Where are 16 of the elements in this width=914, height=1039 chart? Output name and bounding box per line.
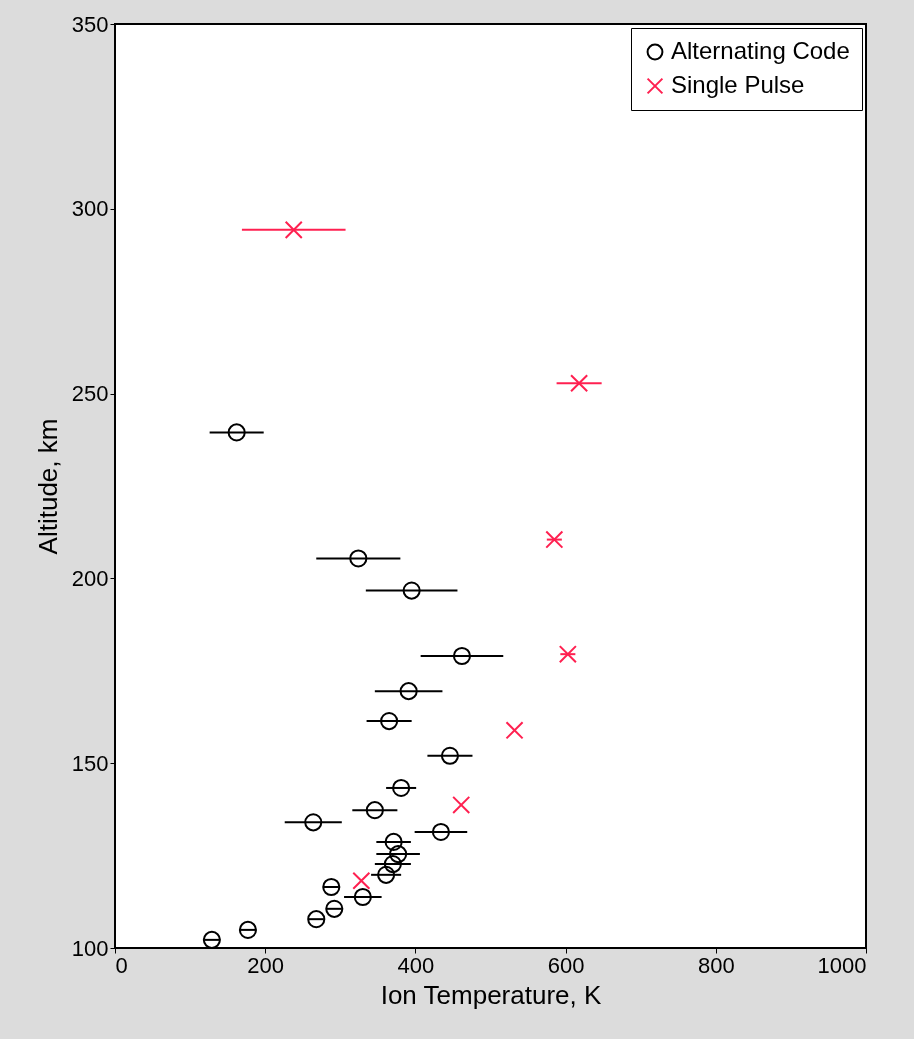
legend-label: Single Pulse (671, 71, 805, 98)
y-tick-label: 150 (71, 750, 109, 776)
x-axis-title: Ion Temperature, K (380, 979, 602, 1010)
y-tick-label: 350 (71, 11, 109, 37)
x-tick-label: 200 (247, 952, 285, 978)
x-tick-label: 0 (115, 952, 128, 978)
x-tick-label: 600 (547, 952, 585, 978)
y-axis-title: Altitude, km (32, 418, 63, 555)
legend-label: Alternating Code (671, 37, 850, 64)
x-tick-label: 800 (697, 952, 735, 978)
x-tick-label: 400 (397, 952, 435, 978)
x-tick-label: 1000 (817, 952, 867, 978)
y-tick-label: 200 (71, 565, 109, 591)
y-tick-label: 250 (71, 381, 109, 407)
y-tick-label: 100 (71, 935, 109, 961)
y-tick-label: 300 (71, 196, 109, 222)
